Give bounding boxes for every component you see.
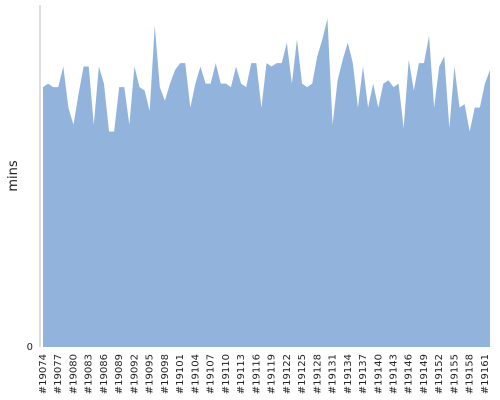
x-tick-label: #19149 bbox=[419, 354, 430, 394]
x-tick-label: #19137 bbox=[358, 354, 369, 394]
x-tick-label: #19098 bbox=[160, 354, 171, 394]
x-tick-label: #19113 bbox=[236, 354, 247, 394]
x-tick-label: #19104 bbox=[190, 354, 201, 394]
x-tick-label: #19095 bbox=[145, 354, 156, 394]
x-tick-label: #19140 bbox=[373, 354, 384, 394]
x-tick-label: #19110 bbox=[221, 354, 232, 394]
x-tick-label: #19083 bbox=[84, 354, 95, 394]
x-tick-label: #19077 bbox=[53, 354, 64, 394]
x-tick-label: #19092 bbox=[129, 354, 140, 394]
x-tick-label: #19107 bbox=[206, 354, 217, 394]
x-tick-label: #19074 bbox=[38, 354, 49, 394]
x-tick-label: #19122 bbox=[282, 354, 293, 394]
x-tick-label: #19143 bbox=[388, 354, 399, 394]
x-tick-label: #19125 bbox=[297, 354, 308, 394]
x-tick-label: #19086 bbox=[99, 354, 110, 394]
area bbox=[43, 18, 490, 348]
y-axis-label: mins bbox=[6, 160, 21, 192]
x-tick-label: #19101 bbox=[175, 354, 186, 394]
x-tick-label: #19158 bbox=[465, 354, 476, 394]
x-tick-label: #19152 bbox=[434, 354, 445, 394]
x-tick-label: #19080 bbox=[68, 354, 79, 394]
x-tick-label: #19089 bbox=[114, 354, 125, 394]
x-tick-label: #19131 bbox=[328, 354, 339, 394]
x-tick-label: #19146 bbox=[404, 354, 415, 394]
x-tick-label: #19116 bbox=[251, 354, 262, 394]
x-tick-label: #19155 bbox=[449, 354, 460, 394]
x-tick-label: #19128 bbox=[312, 354, 323, 394]
x-tick-label: #19119 bbox=[267, 354, 278, 394]
x-tick-label: #19161 bbox=[480, 354, 491, 394]
x-tick-label: #19134 bbox=[343, 354, 354, 394]
y-tick-label: 0 bbox=[27, 342, 33, 353]
